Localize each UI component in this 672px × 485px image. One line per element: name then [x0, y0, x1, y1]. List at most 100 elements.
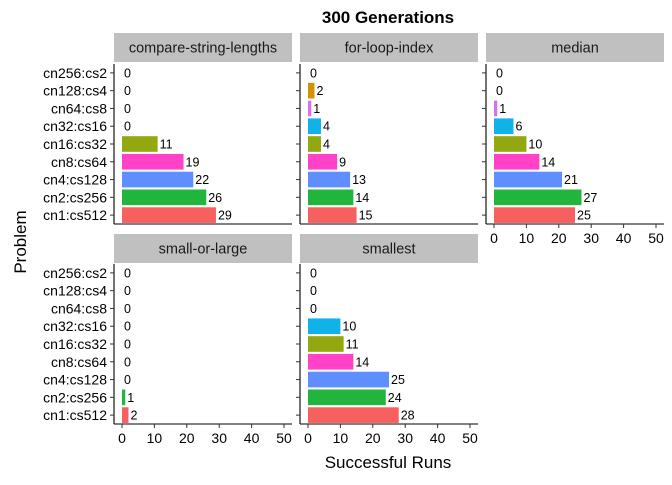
x-tick-label-smallest-30: 30	[397, 430, 413, 446]
value-label-smallest-cn32-cs16: 10	[342, 320, 356, 334]
bar-for-loop-index-cn8-cs64	[308, 153, 338, 170]
value-label-small-or-large-cn8-cs64: 0	[124, 355, 131, 369]
y-tick-label-cn32-cs16: cn32:cs16	[43, 318, 107, 334]
y-tick-label-cn128-cs4: cn128:cs4	[43, 83, 107, 99]
bar-for-loop-index-cn16-cs32	[308, 136, 321, 152]
x-tick-label-small-or-large-50: 50	[276, 430, 292, 446]
value-label-smallest-cn128-cs4: 0	[310, 284, 317, 298]
x-tick-label-median-50: 50	[648, 230, 664, 246]
facet-label-small-or-large: small-or-large	[159, 242, 248, 258]
facet-strip-smallest	[300, 234, 478, 263]
x-tick-label-median-40: 40	[616, 230, 632, 246]
value-label-smallest-cn8-cs64: 14	[355, 355, 369, 369]
y-tick-label-cn8-cs64: cn8:cs64	[51, 154, 107, 170]
bar-median-cn16-cs32	[494, 136, 527, 152]
x-tick-label-median-10: 10	[519, 230, 535, 246]
value-label-for-loop-index-cn32-cs16: 4	[323, 120, 330, 134]
value-label-median-cn128-cs4: 0	[496, 84, 503, 98]
x-tick-label-small-or-large-0: 0	[118, 430, 126, 446]
value-label-small-or-large-cn16-cs32: 0	[124, 338, 131, 352]
y-tick-label-cn16-cs32: cn16:cs32	[43, 136, 107, 152]
bar-for-loop-index-cn32-cs16	[308, 118, 321, 135]
value-label-compare-string-lengths-cn4-cs128: 22	[195, 173, 209, 187]
value-label-compare-string-lengths-cn256-cs2: 0	[124, 66, 131, 80]
x-tick-label-smallest-0: 0	[304, 430, 312, 446]
x-tick-label-small-or-large-20: 20	[179, 430, 195, 446]
value-label-for-loop-index-cn64-cs8: 1	[313, 102, 320, 116]
value-label-small-or-large-cn256-cs2: 0	[124, 266, 131, 280]
y-tick-label-cn1-cs512: cn1:cs512	[43, 407, 107, 423]
y-tick-label-cn32-cs16: cn32:cs16	[43, 118, 107, 134]
x-tick-label-median-0: 0	[490, 230, 498, 246]
bar-median-cn2-cs256	[494, 189, 582, 206]
value-label-for-loop-index-cn128-cs4: 2	[316, 84, 323, 98]
x-tick-label-small-or-large-30: 30	[211, 430, 227, 446]
value-label-for-loop-index-cn16-cs32: 4	[323, 138, 330, 152]
y-tick-label-cn4-cs128: cn4:cs128	[43, 372, 107, 388]
bar-small-or-large-cn2-cs256	[122, 389, 126, 406]
chart-title: 300 Generations	[322, 8, 454, 27]
facet-strip-median	[486, 33, 664, 62]
value-label-small-or-large-cn32-cs16: 0	[124, 320, 131, 334]
value-label-smallest-cn256-cs2: 0	[310, 266, 317, 280]
x-tick-label-smallest-40: 40	[430, 430, 446, 446]
bar-compare-string-lengths-cn4-cs128	[122, 171, 194, 188]
bar-compare-string-lengths-cn16-cs32	[122, 136, 158, 152]
y-tick-label-cn64-cs8: cn64:cs8	[51, 300, 107, 316]
y-tick-label-cn2-cs256: cn2:cs256	[43, 189, 107, 205]
facet-strip-small-or-large	[114, 234, 292, 263]
value-label-median-cn16-cs32: 10	[528, 138, 542, 152]
bar-smallest-cn2-cs256	[308, 389, 386, 406]
value-label-median-cn32-cs16: 6	[515, 120, 522, 134]
y-tick-label-cn4-cs128: cn4:cs128	[43, 172, 107, 188]
value-label-median-cn1-cs512: 25	[577, 209, 591, 223]
value-label-for-loop-index-cn8-cs64: 9	[339, 155, 346, 169]
facet-strip-compare-string-lengths	[114, 33, 292, 62]
bar-smallest-cn8-cs64	[308, 353, 354, 370]
value-label-smallest-cn64-cs8: 0	[310, 302, 317, 316]
bar-compare-string-lengths-cn8-cs64	[122, 153, 184, 170]
bar-median-cn4-cs128	[494, 171, 563, 188]
value-label-smallest-cn1-cs512: 28	[401, 409, 415, 423]
value-label-for-loop-index-cn1-cs512: 15	[359, 209, 373, 223]
value-label-for-loop-index-cn2-cs256: 14	[355, 191, 369, 205]
bar-compare-string-lengths-cn1-cs512	[122, 207, 216, 223]
y-tick-label-cn64-cs8: cn64:cs8	[51, 100, 107, 116]
bar-for-loop-index-cn1-cs512	[308, 207, 357, 223]
bar-smallest-cn4-cs128	[308, 371, 389, 388]
x-tick-label-small-or-large-40: 40	[244, 430, 260, 446]
bar-smallest-cn16-cs32	[308, 336, 344, 352]
value-label-median-cn64-cs8: 1	[499, 102, 506, 116]
value-label-median-cn8-cs64: 14	[541, 155, 555, 169]
value-label-smallest-cn2-cs256: 24	[388, 391, 402, 405]
value-label-for-loop-index-cn4-cs128: 13	[352, 173, 366, 187]
value-label-compare-string-lengths-cn2-cs256: 26	[208, 191, 222, 205]
facet-label-median: median	[551, 41, 599, 57]
value-label-smallest-cn4-cs128: 25	[391, 373, 405, 387]
bar-for-loop-index-cn2-cs256	[308, 189, 354, 206]
value-label-compare-string-lengths-cn8-cs64: 19	[186, 155, 200, 169]
value-label-compare-string-lengths-cn64-cs8: 0	[124, 102, 131, 116]
bar-for-loop-index-cn128-cs4	[308, 82, 315, 99]
bar-for-loop-index-cn4-cs128	[308, 171, 351, 188]
facet-strip-for-loop-index	[300, 33, 478, 62]
facet-panels: compare-string-lengths cn256:cs2 cn128:cs4…	[43, 33, 664, 446]
x-tick-label-smallest-10: 10	[333, 430, 349, 446]
x-tick-label-small-or-large-10: 10	[147, 430, 163, 446]
value-label-small-or-large-cn64-cs8: 0	[124, 302, 131, 316]
value-label-compare-string-lengths-cn16-cs32: 11	[160, 138, 173, 152]
y-tick-label-cn256-cs2: cn256:cs2	[43, 265, 107, 281]
y-tick-label-cn8-cs64: cn8:cs64	[51, 354, 107, 370]
bar-small-or-large-cn1-cs512	[122, 407, 129, 423]
bar-for-loop-index-cn64-cs8	[308, 100, 312, 117]
value-label-median-cn4-cs128: 21	[564, 173, 578, 187]
value-label-small-or-large-cn1-cs512: 2	[130, 409, 137, 423]
y-tick-label-cn2-cs256: cn2:cs256	[43, 389, 107, 405]
bar-median-cn1-cs512	[494, 207, 575, 223]
value-label-median-cn256-cs2: 0	[496, 66, 503, 80]
y-tick-label-cn256-cs2: cn256:cs2	[43, 65, 107, 81]
facet-label-for-loop-index: for-loop-index	[345, 41, 434, 57]
bar-median-cn64-cs8	[494, 100, 498, 117]
x-tick-label-median-20: 20	[551, 230, 567, 246]
bar-smallest-cn1-cs512	[308, 407, 399, 423]
